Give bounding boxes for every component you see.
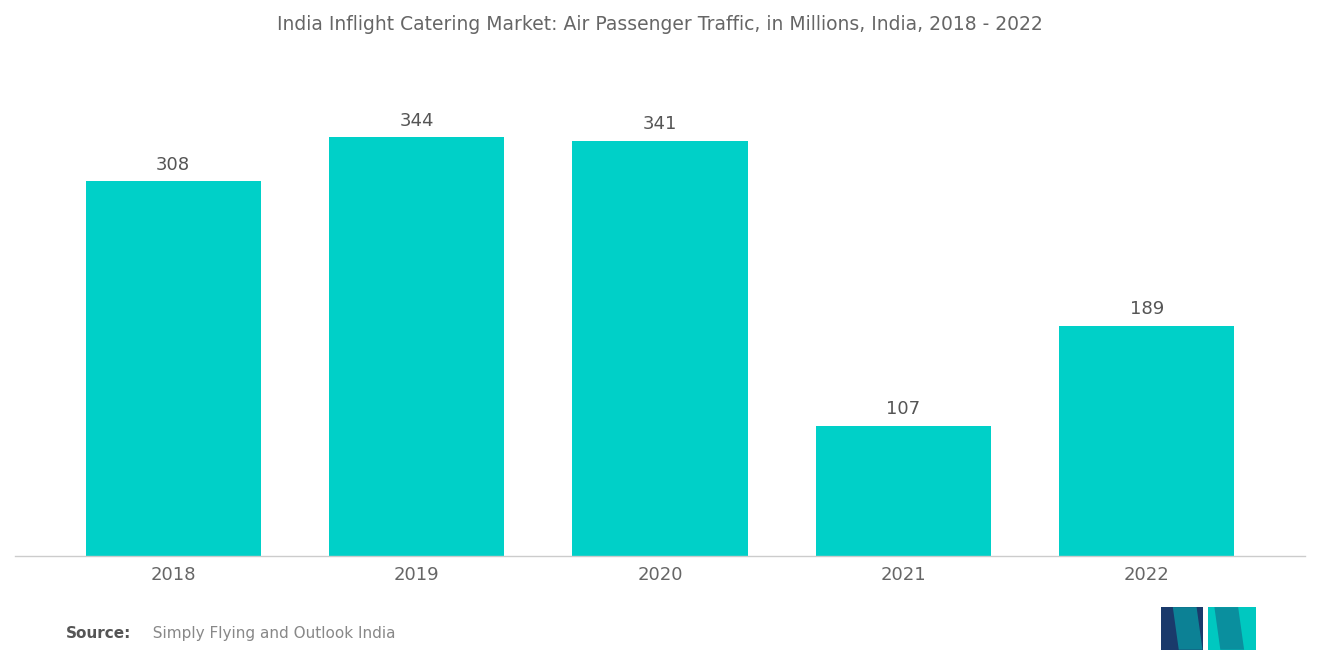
Text: 344: 344 [400, 112, 434, 130]
Text: 107: 107 [886, 400, 920, 418]
Polygon shape [1209, 607, 1257, 650]
Bar [816, 426, 991, 556]
Text: Simply Flying and Outlook India: Simply Flying and Outlook India [143, 626, 395, 642]
Text: 308: 308 [156, 156, 190, 174]
Title: India Inflight Catering Market: Air Passenger Traffic, in Millions, India, 2018 : India Inflight Catering Market: Air Pass… [277, 15, 1043, 34]
Bar [86, 181, 261, 556]
Polygon shape [1172, 607, 1203, 650]
Text: Source:: Source: [66, 626, 132, 642]
Text: 189: 189 [1130, 301, 1164, 319]
Polygon shape [1214, 607, 1243, 650]
Bar [329, 137, 504, 556]
Text: 341: 341 [643, 116, 677, 134]
Polygon shape [1162, 607, 1203, 650]
Bar [1059, 326, 1234, 556]
Bar [573, 141, 747, 556]
